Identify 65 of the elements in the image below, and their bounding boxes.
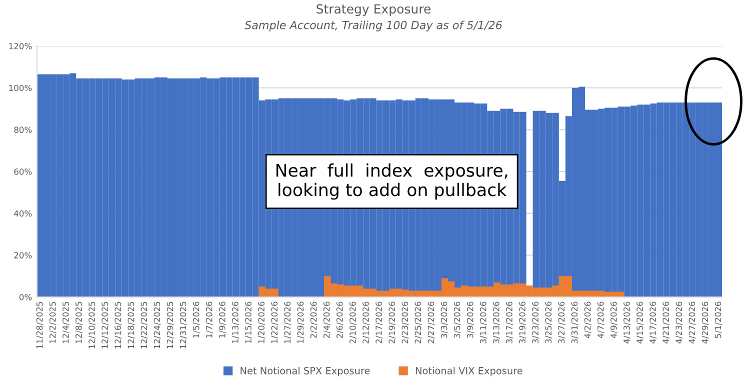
y-tick-label: 40% bbox=[14, 210, 32, 217]
chart-subtitle: Sample Account, Trailing 100 Day as of 5/1/26 bbox=[244, 20, 502, 32]
x-tick-label: 2/2/2026 bbox=[310, 302, 318, 338]
x-tick-label: 4/27/2026 bbox=[688, 302, 696, 344]
x-tick-label: 2/27/2026 bbox=[428, 302, 435, 344]
x-tick-label: 12/2/2025 bbox=[49, 302, 56, 343]
x-tick-label: 12/4/2025 bbox=[62, 302, 70, 343]
x-tick-label: 1/13/2026 bbox=[232, 302, 240, 343]
y-tick-label: 60% bbox=[14, 168, 32, 175]
x-tick-label: 4/7/2026 bbox=[597, 302, 604, 338]
x-tick-label: 12/24/2025 bbox=[154, 302, 161, 348]
x-tick-label: 3/3/2026 bbox=[440, 302, 448, 338]
x-tick-label: 3/5/2026 bbox=[454, 302, 461, 338]
y-tick-label: 20% bbox=[14, 252, 32, 258]
x-tick-label: 1/9/2026 bbox=[219, 302, 226, 338]
y-tick-label: 100% bbox=[9, 84, 32, 92]
x-tick-label: 1/22/2026 bbox=[271, 302, 278, 343]
x-tick-label: 3/9/2026 bbox=[466, 302, 474, 338]
x-tick-label: 1/27/2026 bbox=[284, 302, 292, 343]
y-tick-label: 80% bbox=[14, 126, 32, 133]
legend-label: Notional VIX Exposure bbox=[416, 366, 522, 376]
x-tick-label: 3/23/2026 bbox=[532, 302, 540, 344]
x-tick-label: 4/2/2026 bbox=[584, 302, 592, 338]
x-tick-label: 2/19/2026 bbox=[388, 302, 396, 344]
x-tick-label: 4/29/2026 bbox=[702, 302, 709, 344]
x-tick-label: 2/10/2026 bbox=[350, 302, 356, 344]
x-tick-label: 1/5/2026 bbox=[192, 302, 200, 338]
x-tick-label: 4/21/2026 bbox=[662, 302, 670, 344]
y-tick-label: 120% bbox=[9, 42, 32, 50]
x-tick-label: 3/25/2026 bbox=[545, 302, 552, 344]
x-tick-label: 12/8/2025 bbox=[76, 302, 82, 343]
x-tick-label: 4/17/2026 bbox=[650, 302, 657, 344]
x-tick-label: 4/9/2026 bbox=[610, 302, 618, 338]
x-tick-label: 2/25/2026 bbox=[414, 302, 422, 344]
x-tick-label: 3/31/2026 bbox=[571, 302, 578, 344]
y-tick-label: 0% bbox=[19, 294, 32, 300]
annotation: Near full index exposure, looking to add on pullback bbox=[276, 163, 508, 200]
x-tick-label: 3/13/2026 bbox=[493, 302, 500, 344]
x-tick-label: 1/15/2026 bbox=[245, 302, 252, 343]
x-tick-label: 1/20/2026 bbox=[258, 302, 266, 343]
x-tick-label: 1/7/2026 bbox=[206, 302, 213, 338]
x-tick-label: 12/29/2025 bbox=[166, 302, 174, 348]
x-tick-label: 12/22/2025 bbox=[140, 302, 148, 348]
x-tick-label: 4/23/2026 bbox=[676, 302, 683, 344]
x-tick-label: 12/16/2025 bbox=[114, 302, 122, 348]
x-tick-label: 2/6/2026 bbox=[336, 302, 344, 338]
x-tick-label: 2/12/2026 bbox=[362, 302, 370, 344]
x-tick-label: 12/12/2025 bbox=[102, 302, 109, 348]
x-tick-label: 12/18/2025 bbox=[128, 302, 135, 348]
x-tick-label: 3/27/2026 bbox=[558, 302, 566, 344]
x-tick-label: 5/1/2026 bbox=[714, 302, 722, 338]
x-tick-label: 4/15/2026 bbox=[636, 302, 644, 344]
x-tick-label: 1/29/2026 bbox=[297, 302, 304, 343]
x-tick-label: 12/10/2025 bbox=[88, 302, 96, 348]
x-tick-label: 2/4/2026 bbox=[323, 302, 330, 338]
chart-title: Strategy Exposure bbox=[316, 4, 431, 16]
x-tick-label: 2/17/2026 bbox=[376, 302, 383, 344]
legend-label: Net Notional SPX Exposure bbox=[240, 366, 370, 376]
x-tick-label: 12/31/2025 bbox=[180, 302, 187, 348]
x-tick-label: 3/11/2026 bbox=[480, 302, 487, 344]
x-tick-label: 4/13/2026 bbox=[624, 302, 630, 344]
x-tick-label: 11/28/2025 bbox=[36, 302, 44, 348]
x-tick-label: 2/23/2026 bbox=[402, 302, 409, 344]
x-tick-label: 3/19/2026 bbox=[519, 302, 526, 344]
x-tick-label: 3/17/2026 bbox=[506, 302, 514, 344]
